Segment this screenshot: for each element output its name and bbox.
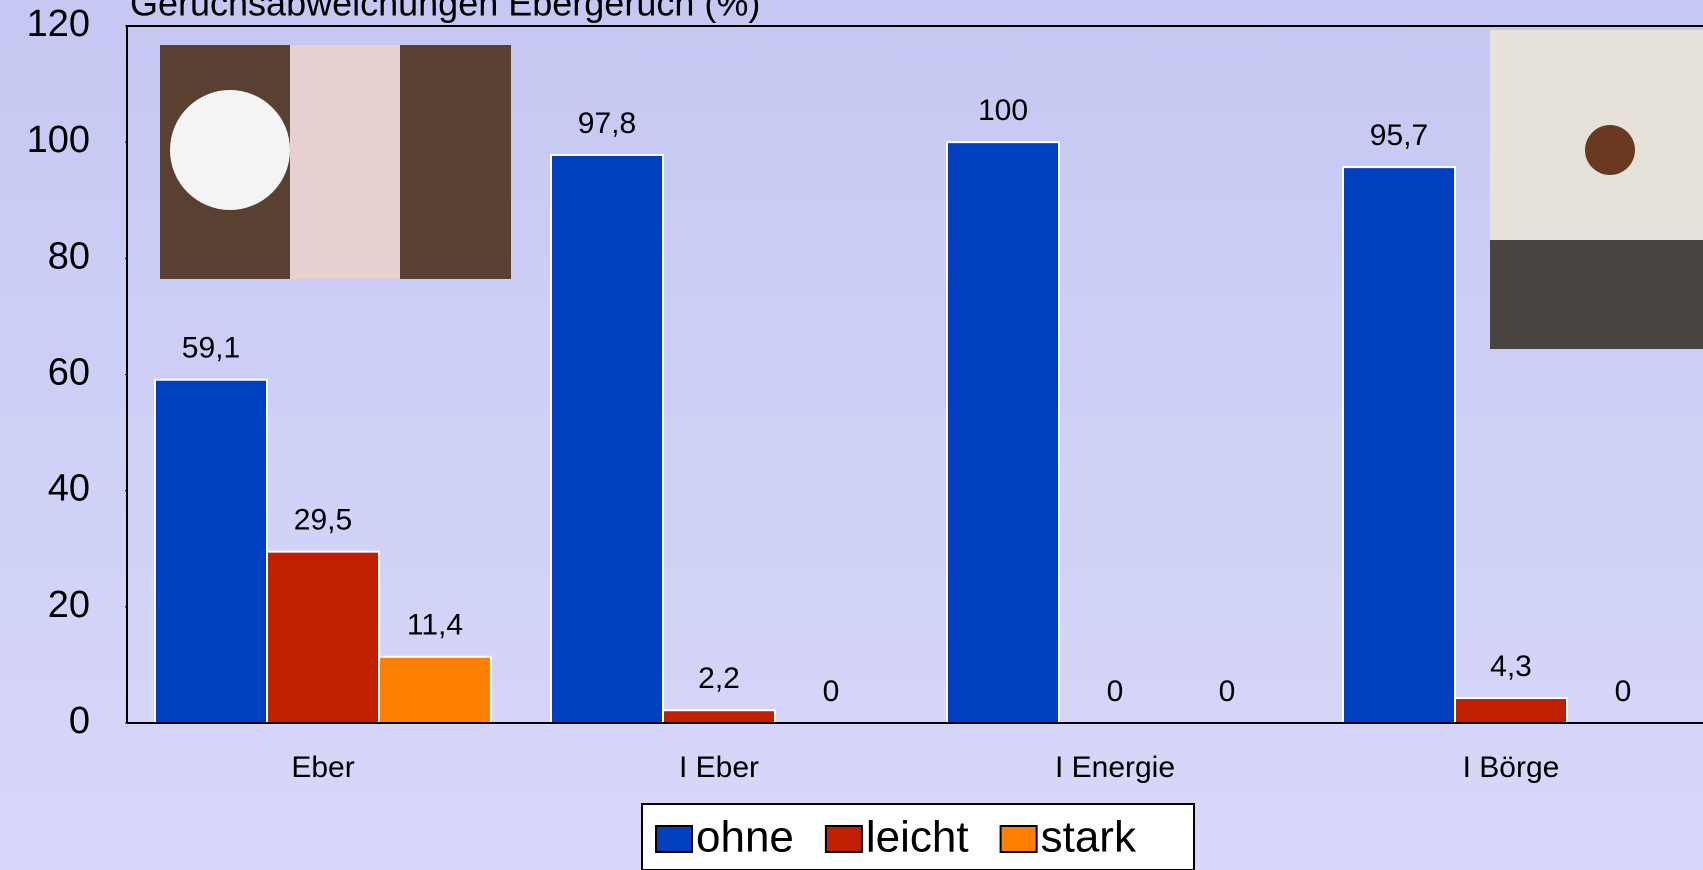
legend-swatch	[999, 825, 1038, 853]
photo-right	[1490, 30, 1703, 349]
bar	[662, 709, 776, 725]
legend-swatch	[655, 825, 693, 853]
legend-label: ohne	[696, 813, 794, 862]
y-tick-label: 100	[27, 119, 90, 161]
x-tick-label: I Börge	[1463, 751, 1560, 784]
value-label: 2,2	[698, 662, 740, 695]
value-label: 29,5	[294, 504, 352, 537]
y-tick-label: 20	[48, 584, 90, 626]
value-label: 11,4	[407, 609, 463, 642]
bar	[154, 378, 268, 724]
legend	[641, 803, 1195, 870]
bar	[378, 655, 492, 724]
legend-label: leicht	[866, 813, 969, 862]
x-tick-label: I Eber	[679, 751, 759, 784]
value-label: 4,3	[1490, 650, 1532, 683]
value-label: 100	[978, 94, 1028, 127]
value-label: 95,7	[1370, 119, 1428, 152]
bar	[1342, 166, 1456, 724]
value-label: 0	[1615, 675, 1632, 708]
x-tick-label: Eber	[291, 751, 354, 784]
legend-swatch	[824, 825, 863, 853]
chart-title: Geruchsabweichungen Ebergeruch (%)	[130, 0, 760, 24]
photo-left	[160, 45, 511, 279]
value-label: 0	[1219, 675, 1236, 708]
y-tick-label: 120	[27, 3, 90, 45]
value-label: 0	[1107, 675, 1124, 708]
y-tick-label: 60	[48, 352, 90, 394]
value-label: 97,8	[578, 107, 636, 140]
bar	[550, 153, 664, 724]
bar	[266, 550, 380, 725]
bar	[946, 141, 1060, 724]
value-label: 59,1	[182, 332, 240, 365]
x-tick-label: I Energie	[1055, 751, 1175, 784]
legend-label: stark	[1041, 813, 1137, 862]
value-label: 0	[823, 675, 840, 708]
y-tick-label: 80	[48, 235, 90, 277]
bar	[1454, 697, 1568, 725]
y-tick-label: 0	[69, 700, 90, 742]
y-tick-label: 40	[48, 468, 90, 510]
